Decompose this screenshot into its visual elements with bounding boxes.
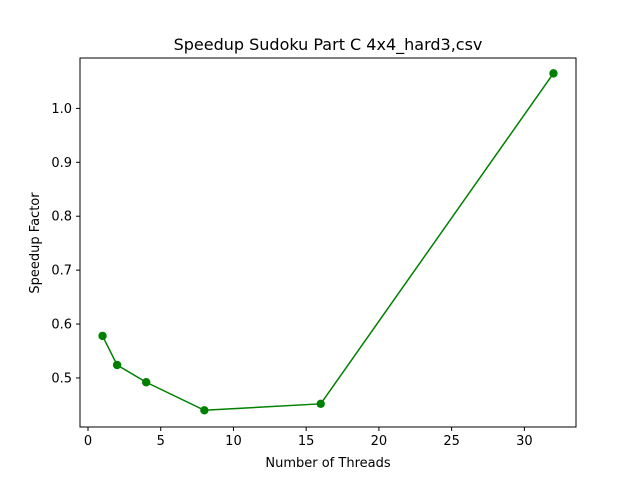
data-point [200,406,209,415]
axes: 0 5 10 15 20 25 30 0.5 0.6 0.7 0.8 0.9 1.0 [51,57,577,449]
chart-title: Speedup Sudoku Part C 4x4_hard3,csv [174,35,483,55]
y-tick-label: 0.6 [51,318,72,333]
y-tick-label: 0.5 [51,371,72,386]
data-point [316,399,325,409]
data-point [98,331,107,341]
y-tick-label: 0.8 [51,210,72,225]
plot-area [98,69,558,415]
data-point [112,360,122,370]
x-tick-label: 20 [371,434,388,449]
x-axis-label: Number of Threads [265,456,390,471]
x-tick-label: 15 [298,434,315,449]
y-axis-label: Speedup Factor [28,192,43,294]
y-tick-label: 1.0 [51,102,72,117]
x-tick-label: 30 [516,434,533,449]
data-point [141,378,151,387]
y-tick-label: 0.7 [51,264,72,279]
axes-frame [79,57,577,428]
y-tick-label: 0.9 [51,156,72,171]
x-tick-label: 10 [225,434,242,449]
x-tick-label: 5 [157,434,165,449]
x-tick-label: 25 [443,434,460,449]
data-point [549,69,558,78]
series-line [101,72,555,412]
x-tick-label: 0 [84,434,92,449]
